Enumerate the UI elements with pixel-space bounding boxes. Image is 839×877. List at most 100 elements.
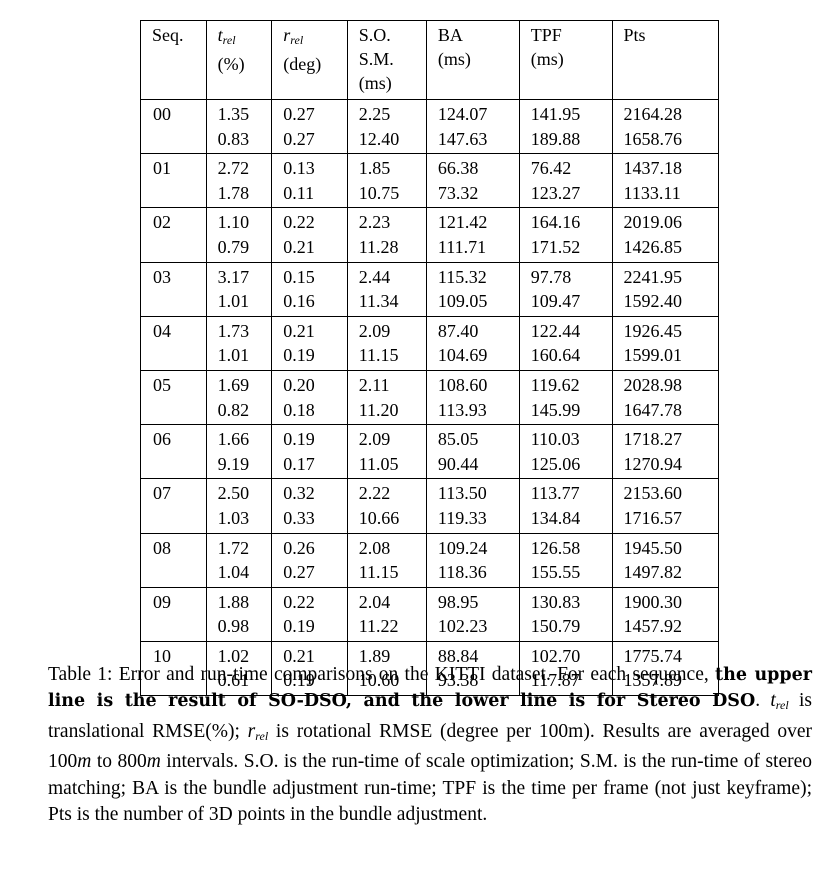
table-row-so-dso: 08 1.72 0.26 2.08 109.24 126.58 1945.50: [140, 532, 720, 561]
table-cell: 1900.30: [611, 586, 720, 615]
caption-t-var: t: [770, 690, 776, 712]
seq-cell: [140, 397, 207, 425]
caption-text: is rotational RMSE (degree per 100m). Re…: [48, 720, 812, 773]
table-cell: 1775.74: [611, 640, 720, 669]
header-text: TPF: [530, 25, 562, 45]
seq-cell: [140, 560, 207, 588]
table-row-so-dso: 02 1.10 0.22 2.23 121.42 164.16 2019.06: [140, 207, 720, 235]
caption-bold-text: the upper line is the result of SO-DSO, …: [48, 665, 812, 712]
caption-unit: m: [146, 751, 161, 773]
table-cell: 0.27: [271, 560, 348, 588]
caption-text: Error and run-time comparisons on the KI…: [112, 664, 716, 685]
seq-cell: [140, 180, 207, 208]
seq-cell: [140, 126, 207, 154]
table-cell: 2.09: [346, 424, 427, 452]
table-cell: 11.22: [346, 614, 427, 642]
table-cell: 2.22: [346, 478, 427, 506]
table-cell: 10.66: [346, 505, 427, 533]
table-cell: 1599.01: [611, 343, 720, 371]
table-cell: 2.50: [205, 478, 273, 506]
table-cell: 73.32: [425, 180, 520, 208]
column-header: rrel (deg): [271, 20, 348, 100]
header-text: BA: [437, 25, 463, 45]
table-cell: 0.21: [271, 234, 348, 263]
table-cell: 130.83: [518, 586, 613, 615]
seq-cell: 02: [140, 207, 207, 235]
header-text: (ms): [437, 49, 471, 69]
table-cell: 3.17: [205, 261, 273, 290]
table-cell: 2.11: [346, 369, 427, 398]
column-header: Pts: [611, 20, 720, 100]
table-cell: 2.09: [346, 315, 427, 344]
table-cell: 11.28: [346, 234, 427, 263]
table-cell: 109.47: [518, 289, 613, 317]
table-cell: 2019.06: [611, 207, 720, 235]
table-cell: 171.52: [518, 234, 613, 263]
table-cell: 1.78: [205, 180, 273, 208]
table-cell: 10.60: [346, 668, 427, 696]
table-cell: 12.40: [346, 126, 427, 154]
table-cell: 2.72: [205, 153, 273, 181]
table-cell: 0.32: [271, 478, 348, 506]
table-cell: 0.16: [271, 289, 348, 317]
table-cell: 145.99: [518, 397, 613, 425]
table-cell: 1.89: [346, 640, 427, 669]
table-cell: 160.64: [518, 343, 613, 371]
caption-label: Table 1:: [48, 664, 113, 685]
table-cell: 11.34: [346, 289, 427, 317]
seq-cell: 01: [140, 153, 207, 181]
table-cell: 117.87: [518, 668, 613, 696]
header-text: (ms): [358, 73, 392, 93]
table-row-so-dso: 09 1.88 0.22 2.04 98.95 130.83 1900.30: [140, 586, 720, 615]
table-caption: Table 1: Error and run-time comparisons …: [48, 662, 812, 828]
table-cell: 90.44: [425, 451, 520, 479]
table-cell: 0.22: [271, 207, 348, 235]
table-cell: 104.69: [425, 343, 520, 371]
table-cell: 1.10: [205, 207, 273, 235]
table-cell: 98.95: [425, 586, 520, 615]
table-cell: 141.95: [518, 98, 613, 127]
table-cell: 87.40: [425, 315, 520, 344]
header-text: S.O.: [358, 25, 391, 45]
table-cell: 110.03: [518, 424, 613, 452]
table-cell: 189.88: [518, 126, 613, 154]
column-header: S.O. S.M. (ms): [346, 20, 427, 100]
table-cell: 0.20: [271, 369, 348, 398]
table-cell: 125.06: [518, 451, 613, 479]
seq-cell: [140, 343, 207, 371]
table-row-stereo-dso: 0.61 0.19 10.60 93.38 117.87 1357.89: [140, 668, 720, 696]
table-cell: 113.50: [425, 478, 520, 506]
header-text: (deg): [283, 54, 322, 74]
table-cell: 126.58: [518, 532, 613, 561]
table-row-stereo-dso: 0.82 0.18 11.20 113.93 145.99 1647.78: [140, 397, 720, 425]
table-cell: 0.33: [271, 505, 348, 533]
table-cell: 0.27: [271, 126, 348, 154]
table-cell: 1270.94: [611, 451, 720, 479]
seq-cell: 04: [140, 315, 207, 344]
column-header: trel (%): [205, 20, 273, 100]
table-cell: 1.88: [205, 586, 273, 615]
table-cell: 1658.76: [611, 126, 720, 154]
header-subscript: rel: [290, 33, 304, 47]
table-row-stereo-dso: 0.79 0.21 11.28 111.71 171.52 1426.85: [140, 234, 720, 263]
table-cell: 1.02: [205, 640, 273, 669]
table-cell: 1926.45: [611, 315, 720, 344]
table-cell: 1437.18: [611, 153, 720, 181]
table-cell: 1457.92: [611, 614, 720, 642]
header-subscript: rel: [222, 33, 236, 47]
caption-text: intervals. S.O. is the run-time of scale…: [48, 751, 812, 826]
table-cell: 97.78: [518, 261, 613, 290]
header-row: Seq. trel (%) rrel (deg) S.O. S.M. (ms) BA (ms) TP…: [140, 20, 720, 100]
table-cell: 0.27: [271, 98, 348, 127]
table-cell: 0.79: [205, 234, 273, 263]
table-row-so-dso: 10 1.02 0.21 1.89 88.84 102.70 1775.74: [140, 640, 720, 669]
table-cell: 0.15: [271, 261, 348, 290]
table-cell: 124.07: [425, 98, 520, 127]
table-cell: 147.63: [425, 126, 520, 154]
header-variable: r: [283, 25, 291, 45]
table-row-stereo-dso: 1.03 0.33 10.66 119.33 134.84 1716.57: [140, 505, 720, 533]
table-cell: 109.05: [425, 289, 520, 317]
table-cell: 113.93: [425, 397, 520, 425]
table-cell: 85.05: [425, 424, 520, 452]
caption-unit: m: [77, 751, 92, 773]
